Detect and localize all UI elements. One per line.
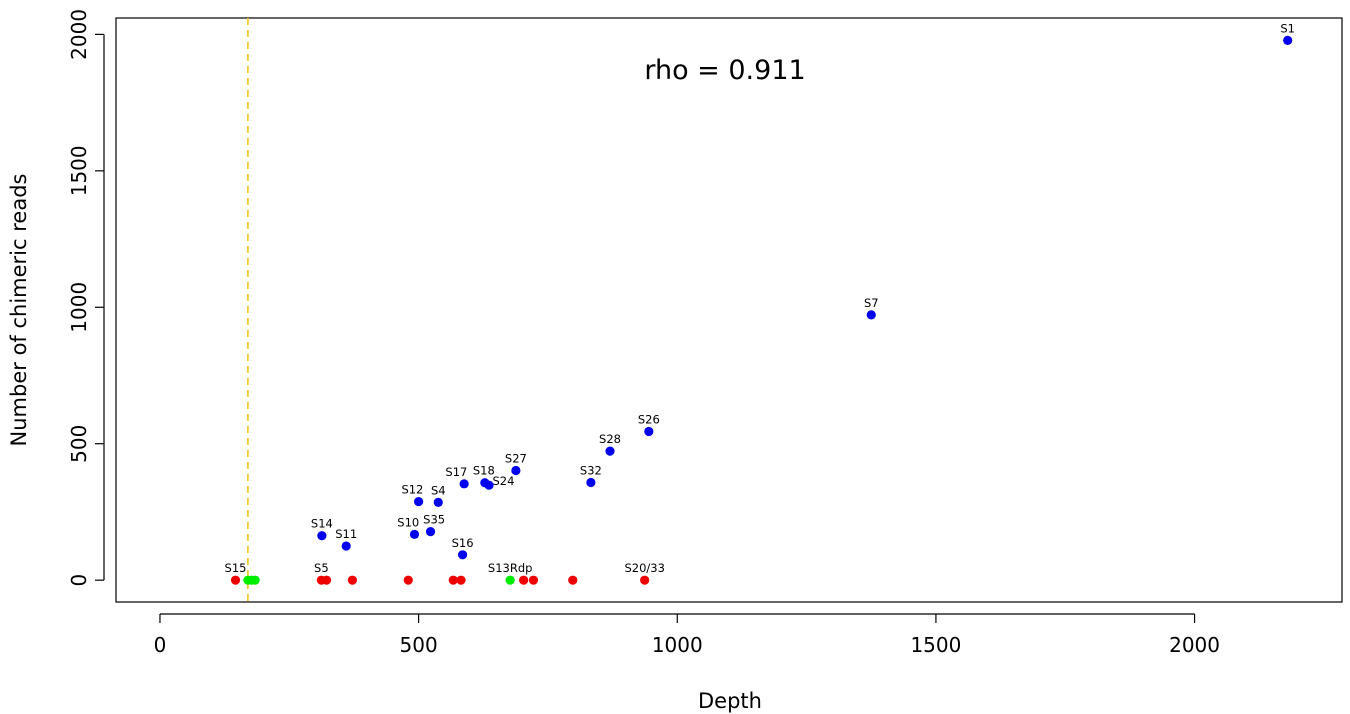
data-point-blue <box>866 310 876 320</box>
y-axis: 0 500 1000 1500 2000 <box>67 9 105 587</box>
point-label: S7 <box>864 296 879 310</box>
data-point-red <box>230 575 241 585</box>
plot-frame <box>115 17 1343 603</box>
data-point-blue <box>425 526 436 537</box>
point-label: S27 <box>505 451 527 465</box>
rho-annotation: rho = 0.911 <box>644 55 805 86</box>
data-point-red <box>448 575 458 585</box>
data-point-blue <box>433 497 443 507</box>
data-point-blue <box>457 550 468 560</box>
y-axis-label: Number of chimeric reads <box>7 174 31 447</box>
data-point-green <box>505 575 515 585</box>
data-point-blue <box>414 496 424 507</box>
point-label: S5 <box>314 561 329 575</box>
y-tick-label: 1000 <box>67 282 91 333</box>
y-tick-label: 0 <box>67 574 91 587</box>
point-label: S15 <box>225 561 247 575</box>
point-label: S20/33 <box>624 561 664 575</box>
point-label: S26 <box>638 412 660 426</box>
data-point-blue <box>317 531 327 541</box>
data-point-blue <box>644 426 654 437</box>
point-label: S18 <box>473 464 495 478</box>
data-point-blue <box>341 541 351 551</box>
point-label: S35 <box>423 513 445 527</box>
x-axis-label: Depth <box>698 689 762 713</box>
point-label: S32 <box>580 463 602 477</box>
point-label: S11 <box>335 527 357 541</box>
y-tick-label: 2000 <box>67 9 91 60</box>
data-point-blue <box>605 446 615 456</box>
x-tick-label: 0 <box>154 633 167 657</box>
point-label: S16 <box>452 536 474 550</box>
x-tick-label: 2000 <box>1169 633 1220 657</box>
point-label: S12 <box>401 483 423 497</box>
point-label: S13Rdp <box>488 561 533 575</box>
x-tick-label: 500 <box>400 633 438 657</box>
data-point-blue <box>511 465 521 476</box>
y-tick-label: 500 <box>67 425 91 463</box>
data-point-red <box>528 575 539 585</box>
point-label: S4 <box>431 483 446 497</box>
point-label: S10 <box>397 515 419 529</box>
data-point-blue <box>459 479 469 489</box>
data-point-blue <box>484 480 494 490</box>
data-point-red <box>321 575 332 585</box>
data-point-red <box>568 575 578 585</box>
x-tick-label: 1500 <box>910 633 961 657</box>
data-point-red <box>519 575 529 585</box>
data-point-red <box>456 575 466 585</box>
x-axis: 0 500 1000 1500 2000 <box>154 613 1220 657</box>
data-point-green <box>250 575 260 585</box>
data-point-red <box>347 575 358 585</box>
point-label: S14 <box>311 517 333 531</box>
data-point-red <box>640 575 650 585</box>
data-point-blue <box>586 477 596 488</box>
x-tick-label: 1000 <box>652 633 703 657</box>
data-point-blue <box>409 529 420 539</box>
point-label: S28 <box>599 432 621 446</box>
data-points <box>230 35 1293 585</box>
data-point-red <box>403 575 413 585</box>
point-label: S1 <box>1280 21 1295 35</box>
y-tick-label: 1500 <box>67 145 91 196</box>
point-label: S24 <box>492 474 514 488</box>
point-label: S17 <box>445 465 467 479</box>
data-point-blue <box>1283 35 1293 45</box>
